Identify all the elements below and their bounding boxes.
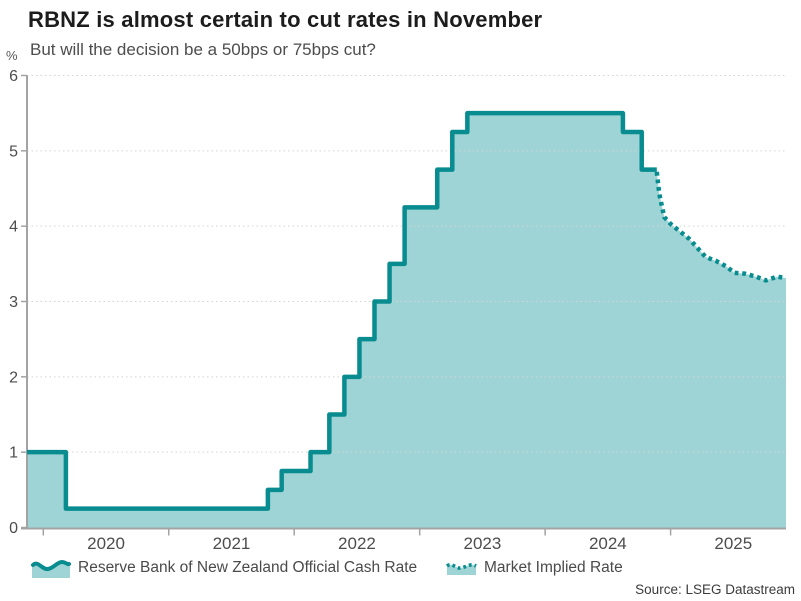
ocr-step-line xyxy=(27,110,657,511)
y-tick-label: 6 xyxy=(9,68,18,85)
x-tick-label: 2020 xyxy=(87,534,125,553)
y-tick-label: 0 xyxy=(9,520,18,537)
y-tick-label: 5 xyxy=(9,143,18,160)
chart-subtitle: But will the decision be a 50bps or 75bp… xyxy=(30,40,376,59)
y-tick-label: 2 xyxy=(9,369,18,386)
y-tick-label: 1 xyxy=(9,445,18,462)
x-tick-label: 2024 xyxy=(589,534,627,553)
x-tick-label: 2023 xyxy=(463,534,501,553)
legend-item-ocr: Reserve Bank of New Zealand Official Cas… xyxy=(31,555,417,581)
y-tick-label: 3 xyxy=(9,294,18,311)
legend-label-ocr: Reserve Bank of New Zealand Official Cas… xyxy=(78,559,418,576)
market-implied-dotted-line xyxy=(654,171,787,283)
x-tick-label: 2025 xyxy=(714,534,752,553)
x-tick-label: 2022 xyxy=(338,534,376,553)
source-attribution: Source: LSEG Datastream xyxy=(635,582,795,597)
legend-label-implied: Market Implied Rate xyxy=(484,559,623,576)
y-tick-label: 4 xyxy=(9,219,18,236)
area-line-swatch-icon xyxy=(31,559,71,578)
dotted-line-swatch-icon xyxy=(446,562,477,575)
rate-area-fill xyxy=(27,113,786,528)
chart-title: RBNZ is almost certain to cut rates in N… xyxy=(28,7,543,32)
x-tick-label: 2021 xyxy=(213,534,251,553)
legend-item-implied: Market Implied Rate xyxy=(446,555,623,581)
y-axis-unit-label: % xyxy=(6,48,18,63)
